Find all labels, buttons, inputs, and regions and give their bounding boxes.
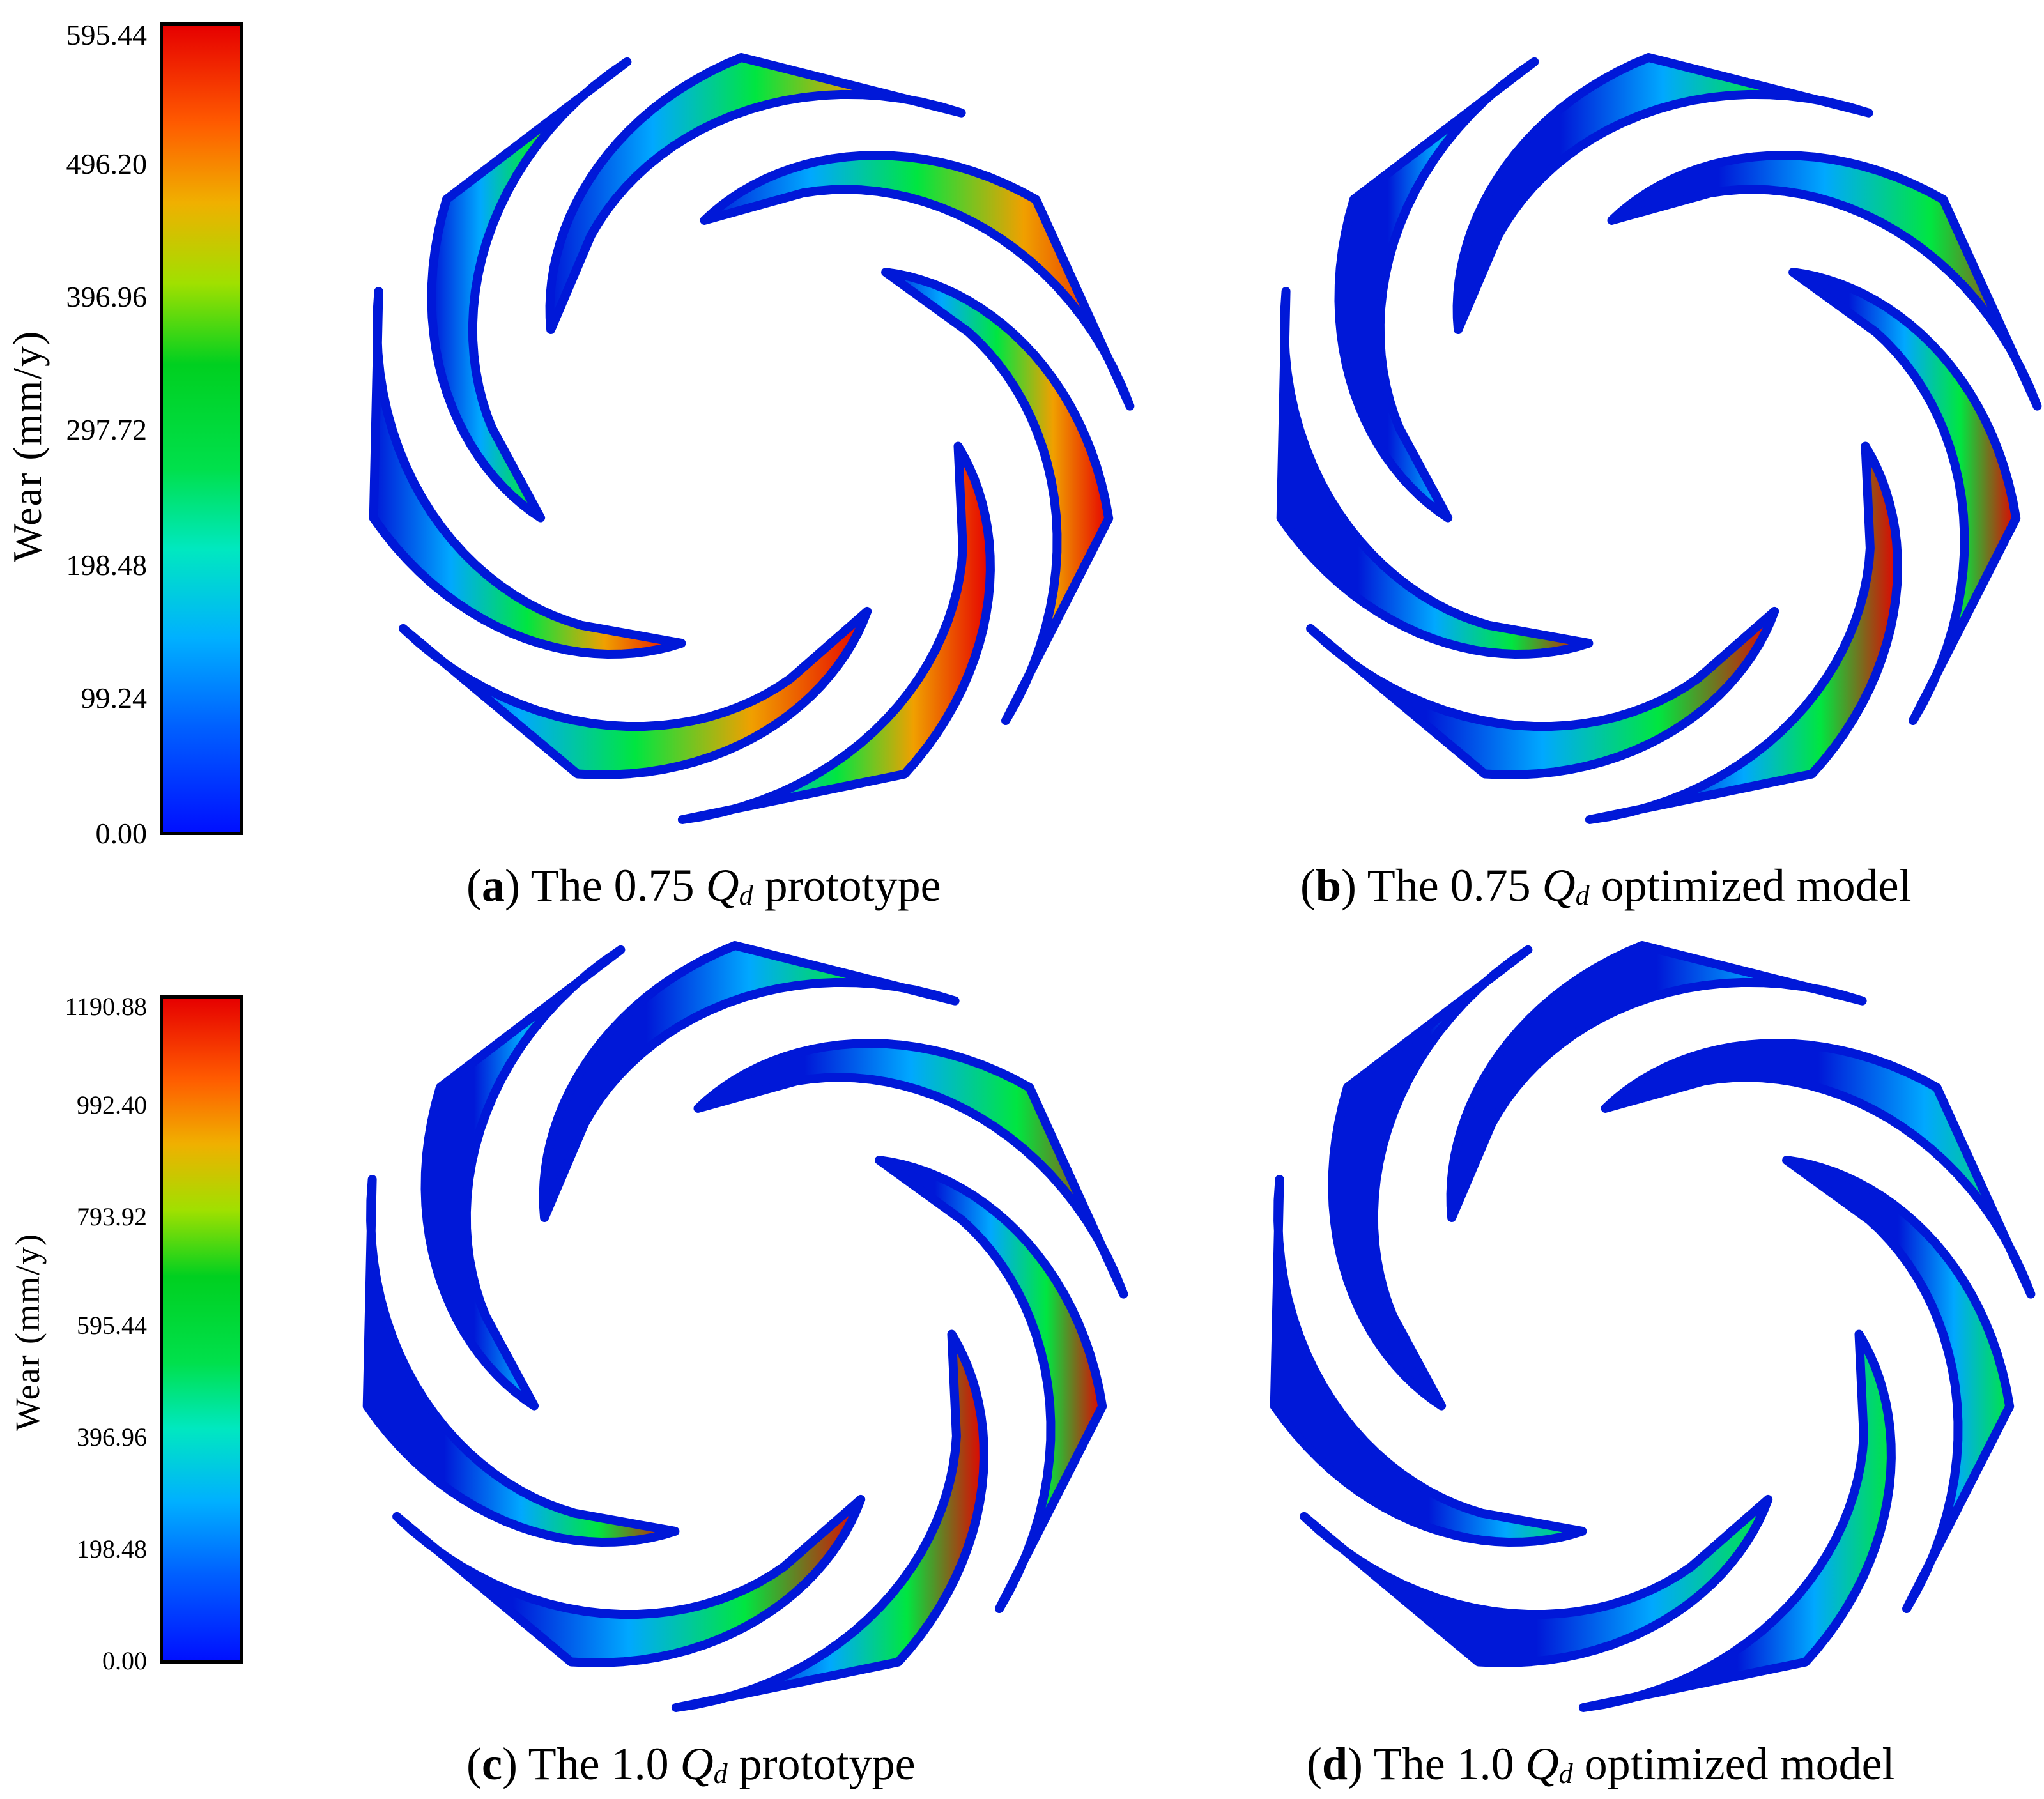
- impeller-blade: [1276, 287, 1594, 659]
- impeller-blade: [1578, 1329, 1896, 1712]
- impeller-blade: [1270, 1175, 1587, 1547]
- impeller-blade: [671, 1329, 988, 1712]
- impeller-blade: [1306, 607, 1779, 779]
- impeller-panel-a: [369, 53, 1135, 824]
- tick-label: 396.96: [77, 1423, 147, 1451]
- impeller-blade: [420, 945, 626, 1411]
- caption-c: (c) The 1.0 Qd prototype: [466, 1738, 916, 1789]
- tick-label: 0.00: [95, 817, 148, 850]
- impeller-blade: [545, 53, 966, 334]
- impeller-blade: [1452, 53, 1873, 334]
- caption-a: (a) The 0.75 Qd prototype: [466, 860, 941, 911]
- impeller-blade: [1334, 57, 1539, 523]
- impeller-blade: [1607, 151, 2042, 411]
- impeller-eye: [549, 243, 933, 626]
- impeller-panel-c: [362, 941, 1128, 1712]
- tick-label: 1190.88: [65, 992, 147, 1021]
- impeller-blade: [1446, 941, 1867, 1222]
- impeller-blade: [427, 57, 632, 523]
- tick-label: 595.44: [77, 1311, 147, 1340]
- impeller-eye: [1457, 243, 1840, 626]
- tick-label: 396.96: [66, 280, 148, 313]
- colorbar-bottom: [160, 995, 243, 1664]
- tick-label: 793.92: [77, 1202, 147, 1231]
- tick-label: 198.48: [66, 549, 148, 581]
- tick-label: 198.48: [77, 1535, 147, 1563]
- impeller-blade: [881, 268, 1114, 725]
- impeller-blade: [693, 1039, 1128, 1299]
- impeller-blade: [875, 1156, 1107, 1613]
- impeller-blade: [392, 1495, 866, 1667]
- impeller-blade: [677, 441, 995, 824]
- colorbar-top: [160, 22, 243, 835]
- caption-b: (b) The 0.75 Qd optimized model: [1300, 860, 1912, 911]
- impeller-blade: [539, 941, 960, 1222]
- impeller-blade: [1328, 945, 1533, 1411]
- colorbar-gradient: [163, 999, 240, 1660]
- impeller-blade: [369, 287, 686, 659]
- tick-label: 99.24: [81, 682, 148, 714]
- impeller-blade: [399, 607, 872, 779]
- tick-label: 0.00: [102, 1646, 147, 1675]
- impeller-eye: [1450, 1131, 1834, 1514]
- tick-label: 595.44: [66, 19, 148, 51]
- impeller-blade: [1601, 1039, 2036, 1299]
- impeller-blade: [1585, 441, 1902, 824]
- tick-label: 297.72: [66, 413, 148, 446]
- caption-d: (d) The 1.0 Qd optimized model: [1307, 1738, 1895, 1789]
- impeller-blade: [1782, 1156, 2015, 1613]
- colorbar-title: Wear (mm/y): [4, 330, 50, 562]
- tick-label: 496.20: [66, 148, 148, 180]
- impeller-panel-d: [1270, 941, 2036, 1712]
- colorbar-title: Wear (mm/y): [8, 1232, 47, 1431]
- impeller-blade: [1300, 1495, 1773, 1667]
- impeller-eye: [543, 1131, 926, 1514]
- impeller-blade: [700, 151, 1135, 411]
- tick-label: 992.40: [77, 1091, 147, 1119]
- impeller-blade: [1788, 268, 2021, 725]
- impeller-blade: [362, 1175, 680, 1547]
- impeller-panel-b: [1276, 53, 2042, 824]
- colorbar-gradient: [163, 26, 240, 832]
